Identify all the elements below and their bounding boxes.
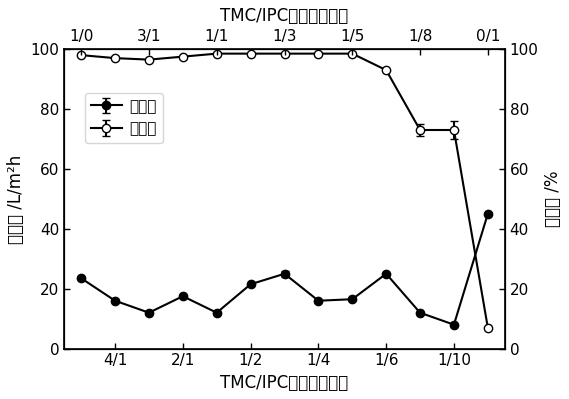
Y-axis label: 水通量 /L/m²h: 水通量 /L/m²h bbox=[7, 154, 25, 243]
X-axis label: TMC/IPC官能团摩尔比: TMC/IPC官能团摩尔比 bbox=[220, 7, 349, 25]
Y-axis label: 截留率 /%: 截留率 /% bbox=[544, 171, 562, 227]
X-axis label: TMC/IPC官能团摩尔比: TMC/IPC官能团摩尔比 bbox=[220, 374, 349, 392]
Legend: 水通量, 截留率: 水通量, 截留率 bbox=[85, 93, 163, 142]
